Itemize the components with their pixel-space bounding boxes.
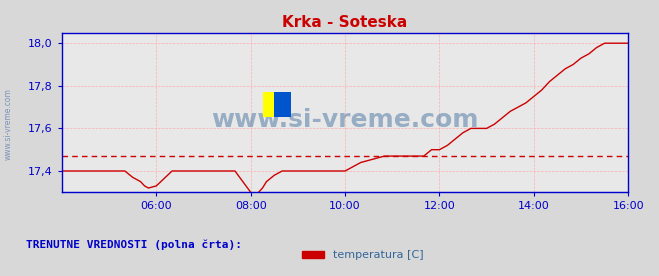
Text: www.si-vreme.com: www.si-vreme.com [3, 88, 13, 160]
Bar [263, 92, 291, 117]
Legend: temperatura [C]: temperatura [C] [297, 246, 428, 265]
Text: www.si-vreme.com: www.si-vreme.com [212, 108, 479, 132]
Text: TRENUTNE VREDNOSTI (polna črta):: TRENUTNE VREDNOSTI (polna črta): [26, 240, 243, 250]
Title: Krka - Soteska: Krka - Soteska [283, 15, 408, 30]
Bar [274, 92, 291, 117]
